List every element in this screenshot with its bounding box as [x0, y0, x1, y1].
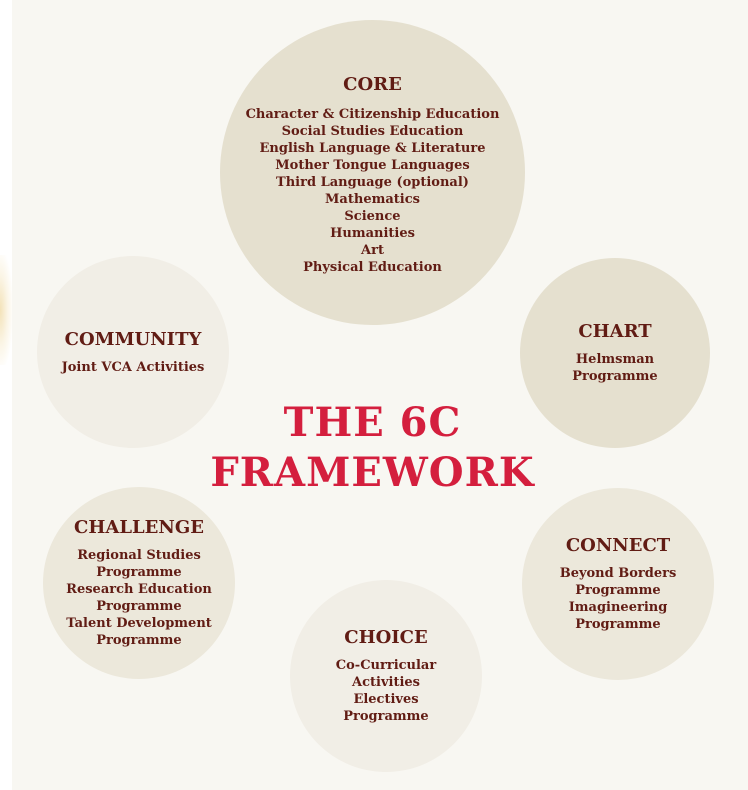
connect-item: Imagineering: [568, 600, 668, 615]
core-item: Character & Citizenship Education: [245, 106, 500, 122]
challenge-item: Regional Studies: [77, 548, 201, 563]
challenge-item: Talent Development: [66, 616, 212, 631]
connect-items: Beyond Borders Programme Imagineering Pr…: [560, 565, 677, 633]
chart-heading: CHART: [578, 321, 652, 342]
choice-circle: CHOICE Co-Curricular Activities Elective…: [290, 580, 482, 772]
choice-item: Electives: [353, 692, 419, 707]
core-item: Third Language (optional): [276, 174, 469, 190]
core-item: Science: [344, 208, 401, 224]
community-item: Joint VCA Activities: [61, 359, 205, 375]
core-item: Physical Education: [303, 259, 442, 275]
challenge-item: Programme: [96, 599, 182, 614]
choice-item: Co-Curricular: [335, 658, 437, 673]
choice-heading: CHOICE: [344, 627, 428, 648]
connect-circle: CONNECT Beyond Borders Programme Imagine…: [522, 488, 714, 680]
core-item: Mathematics: [325, 191, 420, 207]
edge-glow: [0, 255, 12, 365]
framework-title: THE 6C FRAMEWORK: [200, 398, 545, 498]
core-item: English Language & Literature: [259, 140, 486, 156]
connect-heading: CONNECT: [565, 535, 671, 556]
challenge-item: Programme: [96, 565, 182, 580]
core-items: Character & Citizenship Education Social…: [246, 106, 500, 276]
framework-title-line1: THE 6C: [283, 399, 462, 446]
chart-item: Helmsman: [575, 352, 655, 367]
chart-circle: CHART Helmsman Programme: [520, 258, 710, 448]
core-item: Humanities: [330, 225, 415, 241]
challenge-item: Research Education: [66, 582, 212, 597]
choice-item: Programme: [343, 709, 429, 724]
core-item: Art: [361, 242, 384, 258]
core-heading: CORE: [343, 73, 402, 95]
community-circle: COMMUNITY Joint VCA Activities: [37, 256, 229, 448]
choice-items: Co-Curricular Activities Electives Progr…: [336, 657, 436, 725]
connect-item: Programme: [575, 583, 661, 598]
connect-item: Beyond Borders: [559, 566, 677, 581]
challenge-items: Regional Studies Programme Research Educ…: [66, 547, 212, 649]
framework-title-line2: FRAMEWORK: [210, 449, 535, 496]
challenge-heading: CHALLENGE: [74, 517, 204, 538]
community-heading: COMMUNITY: [64, 328, 202, 350]
core-item: Social Studies Education: [281, 123, 464, 139]
connect-item: Programme: [575, 617, 661, 632]
chart-items: Helmsman Programme: [572, 351, 657, 385]
chart-item: Programme: [572, 369, 658, 384]
community-items: Joint VCA Activities: [62, 359, 205, 376]
challenge-circle: CHALLENGE Regional Studies Programme Res…: [43, 487, 235, 679]
choice-item: Activities: [352, 675, 420, 690]
challenge-item: Programme: [96, 633, 182, 648]
core-item: Mother Tongue Languages: [275, 157, 470, 173]
core-circle: CORE Character & Citizenship Education S…: [220, 20, 525, 325]
